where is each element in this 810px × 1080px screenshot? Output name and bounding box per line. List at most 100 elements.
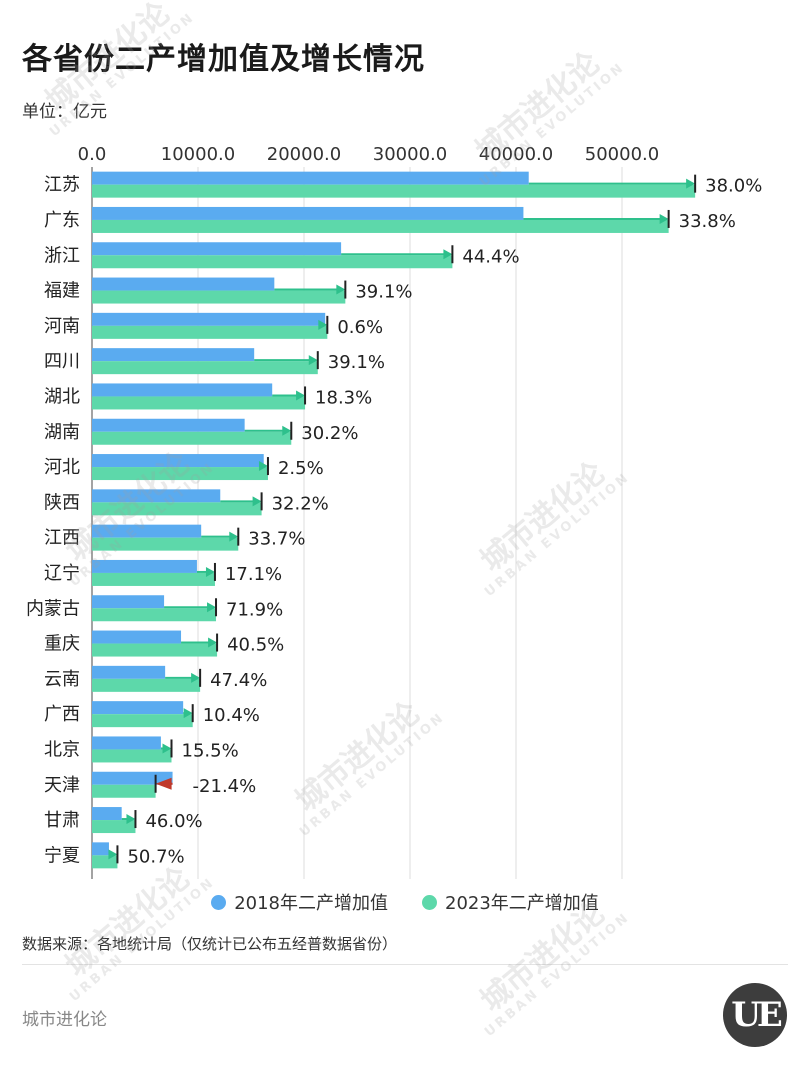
- category-label: 河北: [44, 457, 80, 478]
- growth-label: 10.4%: [203, 705, 260, 726]
- category-label: 江苏: [44, 175, 80, 196]
- category-label: 甘肃: [44, 810, 80, 831]
- growth-arrow-head: [659, 213, 669, 224]
- bar-2023: [92, 572, 215, 586]
- x-tick-label: 20000.0: [267, 144, 341, 165]
- bar-2018: [92, 771, 173, 785]
- bar-2023: [92, 643, 218, 657]
- bar-2023: [92, 502, 262, 516]
- growth-label: 44.4%: [462, 246, 519, 267]
- bar-2023: [92, 784, 156, 798]
- growth-label: 33.7%: [248, 529, 305, 550]
- bar-2018: [92, 418, 245, 432]
- category-label: 浙江: [44, 245, 80, 266]
- bar-2018: [92, 242, 342, 256]
- growth-arrow-head: [229, 531, 239, 542]
- bar-2023: [92, 678, 201, 692]
- bar-2018: [92, 312, 326, 326]
- growth-label: 71.9%: [226, 599, 283, 620]
- bar-2018: [92, 842, 109, 856]
- growth-arrow-head: [296, 390, 306, 401]
- brand-name: 城市进化论: [22, 1010, 107, 1030]
- category-label: 江西: [44, 528, 80, 549]
- bar-2023: [92, 431, 292, 445]
- category-label: 湖南: [44, 422, 80, 443]
- growth-arrow-head: [155, 777, 172, 790]
- x-tick-label: 0.0: [78, 144, 107, 165]
- bar-2023: [92, 855, 118, 869]
- growth-label: 0.6%: [337, 317, 383, 338]
- brand-logo: UE: [723, 983, 787, 1047]
- bar-2018: [92, 807, 122, 821]
- category-label: 北京: [44, 739, 80, 760]
- x-tick-label: 10000.0: [161, 144, 235, 165]
- bar-2018: [92, 701, 184, 715]
- category-label: 四川: [44, 351, 80, 372]
- x-tick-label: 30000.0: [373, 144, 447, 165]
- bar-2018: [92, 206, 524, 220]
- legend-swatch-2023: [422, 894, 437, 910]
- growth-label: 17.1%: [225, 564, 282, 585]
- unit-label: 单位：亿元: [22, 102, 107, 122]
- growth-arrow-head: [318, 319, 328, 330]
- bar-2023: [92, 396, 306, 410]
- legend-label-2023: 2023年二产增加值: [445, 893, 599, 914]
- growth-arrow-head: [336, 284, 346, 295]
- growth-arrow-head: [252, 496, 262, 507]
- legend-item-2018: 2018年二产增加值: [211, 889, 388, 915]
- bar-2023: [92, 255, 453, 269]
- growth-label: 38.0%: [705, 176, 762, 197]
- category-label: 河南: [44, 316, 80, 337]
- bar-chart: 0.0 10000.0 20000.0 30000.0 40000.0 50000.0 江苏…: [26, 144, 762, 879]
- growth-arrow-head: [208, 637, 218, 648]
- footer-divider: [22, 964, 788, 965]
- bar-2023: [92, 467, 268, 481]
- chart-title: 各省份二产增加值及增长情况: [22, 42, 425, 77]
- bar-2023: [92, 749, 172, 763]
- growth-arrow-head: [308, 355, 318, 366]
- growth-label: 2.5%: [278, 458, 324, 479]
- growth-label: 30.2%: [301, 423, 358, 444]
- growth-arrow-head: [205, 566, 215, 577]
- growth-arrow-head: [183, 708, 193, 719]
- growth-label: 39.1%: [328, 352, 385, 373]
- bar-2018: [92, 383, 273, 397]
- data-source: 数据来源：各地统计局（仅统计已公布五经普数据省份）: [22, 935, 398, 953]
- bar-2023: [92, 537, 239, 551]
- bar-2023: [92, 219, 669, 233]
- bar-2018: [92, 630, 182, 644]
- bar-2018: [92, 454, 264, 468]
- bar-2018: [92, 524, 202, 538]
- bar-2018: [92, 277, 275, 291]
- bar-2018: [92, 559, 197, 573]
- bar-2023: [92, 361, 318, 375]
- growth-label: 33.8%: [679, 211, 736, 232]
- growth-arrow-head: [207, 602, 217, 613]
- growth-label: 18.3%: [315, 387, 372, 408]
- legend-item-2023: 2023年二产增加值: [422, 889, 599, 915]
- growth-label: -21.4%: [193, 776, 257, 797]
- growth-arrow-head: [282, 425, 292, 436]
- bar-2023: [92, 820, 136, 834]
- category-label: 福建: [44, 281, 80, 302]
- category-label: 辽宁: [44, 563, 80, 584]
- growth-label: 39.1%: [355, 282, 412, 303]
- growth-label: 47.4%: [210, 670, 267, 691]
- bar-2018: [92, 348, 255, 362]
- bar-2018: [92, 489, 221, 503]
- legend-swatch-2018: [211, 894, 227, 910]
- bar-2018: [92, 665, 166, 679]
- growth-arrow-head: [162, 743, 172, 754]
- bar-2023: [92, 290, 346, 304]
- category-label: 内蒙古: [26, 598, 80, 619]
- growth-label: 46.0%: [145, 811, 202, 832]
- growth-arrow-head: [191, 672, 201, 683]
- bar-2018: [92, 171, 529, 185]
- category-label: 重庆: [44, 634, 80, 655]
- growth-label: 15.5%: [182, 740, 239, 761]
- x-tick-label: 40000.0: [479, 144, 553, 165]
- growth-arrow-head: [126, 814, 136, 825]
- growth-arrow-head: [443, 249, 453, 260]
- bar-2023: [92, 184, 696, 198]
- growth-label: 50.7%: [127, 846, 184, 867]
